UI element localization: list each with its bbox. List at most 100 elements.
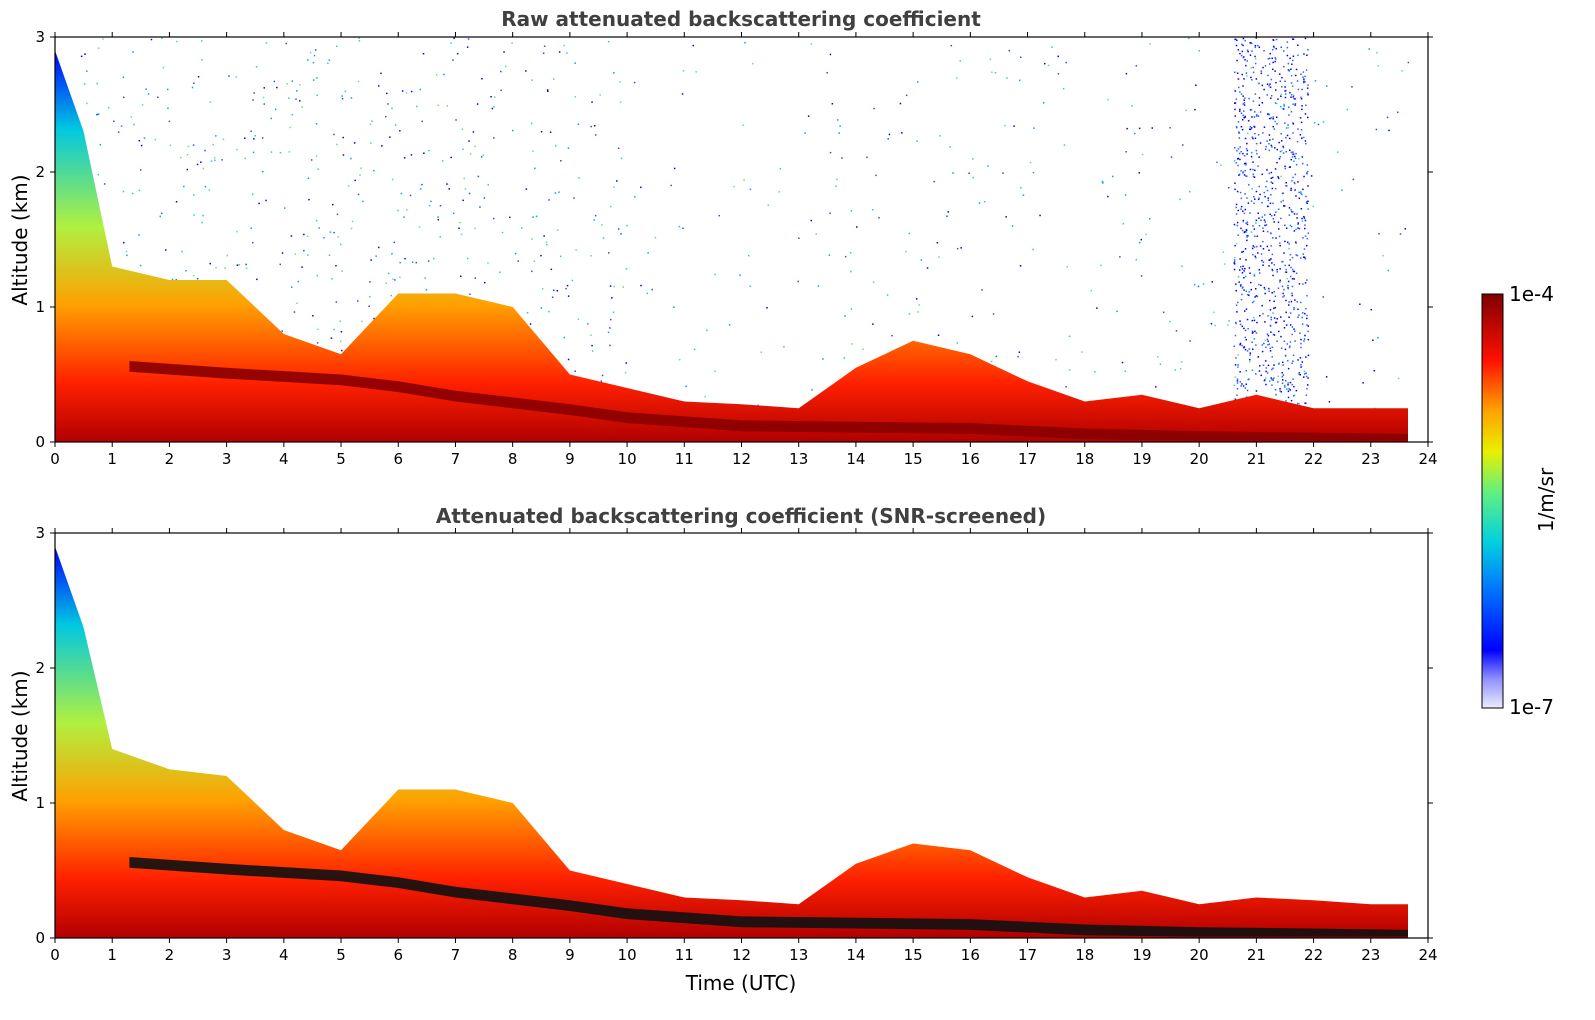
noise-speckle xyxy=(1285,299,1287,302)
noise-speckle xyxy=(952,172,954,174)
noise-speckle xyxy=(262,96,265,99)
noise-speckle xyxy=(1235,290,1237,292)
noise-speckle xyxy=(1240,208,1242,210)
noise-speckle xyxy=(1293,270,1296,273)
noise-speckle xyxy=(1287,124,1289,126)
noise-speckle xyxy=(1063,144,1066,146)
noise-speckle xyxy=(542,52,545,54)
noise-speckle xyxy=(464,188,467,190)
noise-speckle xyxy=(1294,155,1296,158)
noise-speckle xyxy=(299,84,301,86)
noise-speckle xyxy=(1261,102,1264,104)
noise-speckle xyxy=(1264,292,1266,295)
noise-speckle xyxy=(1240,227,1242,230)
noise-speckle xyxy=(1002,172,1004,174)
noise-speckle xyxy=(624,371,627,374)
noise-speckle xyxy=(1259,272,1261,274)
noise-speckle xyxy=(1297,54,1299,57)
panel2-title: Attenuated backscattering coefficient (S… xyxy=(436,504,1046,528)
noise-speckle xyxy=(1303,175,1305,178)
noise-speckle xyxy=(1262,66,1264,69)
noise-speckle xyxy=(329,231,332,233)
noise-speckle xyxy=(167,107,169,109)
noise-speckle xyxy=(1239,342,1242,345)
noise-speckle xyxy=(1249,126,1252,128)
noise-speckle xyxy=(341,95,343,97)
noise-speckle xyxy=(138,189,141,192)
x-tick-label: 6 xyxy=(393,946,403,964)
noise-speckle xyxy=(1234,108,1236,111)
noise-speckle xyxy=(1266,83,1269,85)
noise-speckle xyxy=(342,154,345,156)
noise-speckle xyxy=(1307,116,1309,119)
x-tick-label: 23 xyxy=(1361,450,1380,468)
noise-speckle xyxy=(1261,259,1263,262)
noise-speckle xyxy=(1241,383,1243,385)
noise-speckle xyxy=(1288,137,1291,140)
noise-speckle xyxy=(424,277,426,279)
noise-speckle xyxy=(634,196,636,198)
noise-speckle xyxy=(1266,94,1268,96)
noise-speckle xyxy=(1263,191,1265,194)
noise-speckle xyxy=(1257,212,1259,214)
noise-speckle xyxy=(1139,241,1141,244)
noise-speckle xyxy=(1261,304,1263,307)
noise-speckle xyxy=(1254,235,1256,237)
y-tick-label: 2 xyxy=(35,163,45,181)
noise-speckle xyxy=(1235,322,1237,325)
noise-speckle xyxy=(811,389,813,391)
noise-speckle xyxy=(797,280,799,283)
noise-speckle xyxy=(1290,68,1292,70)
noise-speckle xyxy=(888,133,891,136)
noise-speckle xyxy=(336,213,339,216)
noise-speckle xyxy=(566,284,569,287)
noise-speckle xyxy=(1307,232,1310,234)
noise-speckle xyxy=(1291,38,1294,40)
noise-speckle xyxy=(1276,271,1278,273)
noise-speckle xyxy=(987,165,989,167)
noise-speckle xyxy=(1214,324,1216,327)
noise-speckle xyxy=(590,125,592,128)
noise-speckle xyxy=(783,346,785,348)
noise-speckle xyxy=(378,85,380,87)
noise-speckle xyxy=(1216,161,1218,163)
noise-speckle xyxy=(122,76,125,78)
noise-speckle xyxy=(1262,364,1265,366)
noise-speckle xyxy=(599,94,601,96)
noise-speckle xyxy=(1245,72,1248,74)
noise-speckle xyxy=(535,215,538,218)
noise-speckle xyxy=(559,255,562,258)
noise-speckle xyxy=(1250,200,1253,202)
noise-speckle xyxy=(1278,158,1281,160)
noise-speckle xyxy=(1244,116,1246,119)
noise-speckle xyxy=(1300,342,1302,345)
noise-speckle xyxy=(1066,266,1068,268)
noise-speckle xyxy=(1257,252,1259,254)
noise-speckle xyxy=(167,88,169,91)
noise-speckle xyxy=(620,233,622,235)
noise-speckle xyxy=(938,256,940,258)
noise-speckle xyxy=(1290,151,1293,154)
noise-speckle xyxy=(1304,312,1306,315)
noise-speckle xyxy=(1307,94,1309,96)
noise-speckle xyxy=(1244,193,1246,195)
noise-speckle xyxy=(236,230,238,233)
noise-speckle xyxy=(1270,181,1272,183)
noise-speckle xyxy=(748,254,750,257)
x-tick-label: 21 xyxy=(1247,946,1266,964)
noise-speckle xyxy=(545,241,548,243)
noise-speckle xyxy=(490,96,492,98)
noise-speckle xyxy=(370,142,372,144)
noise-speckle xyxy=(437,104,439,107)
noise-speckle xyxy=(1266,205,1269,208)
noise-speckle xyxy=(212,143,214,146)
noise-speckle xyxy=(1243,277,1245,279)
noise-speckle xyxy=(480,156,483,158)
noise-speckle xyxy=(601,224,603,226)
noise-speckle xyxy=(1277,381,1279,383)
noise-speckle xyxy=(196,278,199,280)
noise-speckle xyxy=(1272,202,1274,205)
noise-speckle xyxy=(1274,306,1276,309)
noise-speckle xyxy=(123,241,125,244)
noise-speckle xyxy=(1239,258,1241,260)
